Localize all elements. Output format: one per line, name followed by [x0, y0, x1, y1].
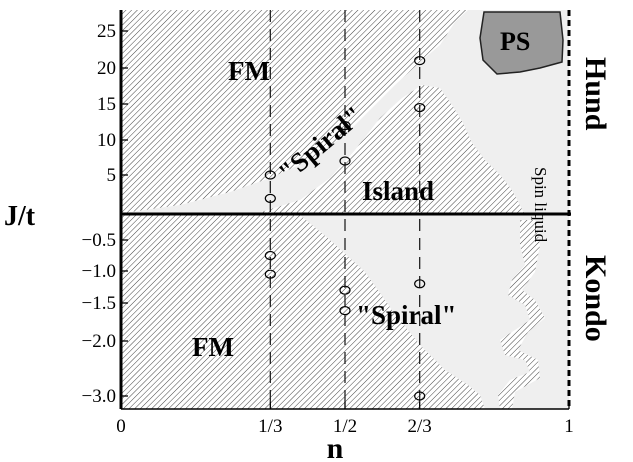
y-tick-label: −3.0: [82, 386, 116, 407]
data-point: [414, 55, 426, 66]
region-label-fm-kondo: FM: [192, 332, 234, 362]
y-tick-label: 20: [97, 58, 116, 79]
upper-spiral-strip: [258, 85, 524, 213]
y-tick-label: −1.5: [82, 293, 116, 314]
side-label-kondo: Kondo: [579, 255, 612, 342]
region-label-spin-liquid: Spin liquid: [531, 167, 550, 243]
data-point: [339, 306, 351, 316]
region-label-ps: PS: [500, 27, 530, 56]
x-tick-label: 0: [116, 416, 126, 437]
data-point: [414, 102, 426, 113]
x-axis-label: n: [327, 432, 344, 462]
data-point: [264, 170, 276, 180]
data-point: [414, 391, 426, 401]
lower-grey-band: [300, 215, 569, 409]
region-label-spiral-kondo: "Spiral": [356, 300, 457, 330]
y-axis-label: J/t: [4, 201, 36, 232]
data-point: [339, 156, 351, 166]
y-tick-label: −2.0: [82, 331, 116, 352]
y-tick-label: −1.0: [82, 261, 116, 282]
y-tick-label: 25: [97, 21, 116, 42]
y-tick-label: 10: [97, 130, 116, 151]
x-tick-label: 1/2: [333, 416, 357, 437]
side-label-hund: Hund: [579, 57, 612, 131]
y-tick-label: −0.5: [82, 230, 116, 251]
data-point: [339, 285, 351, 295]
ps-region: [479, 11, 564, 75]
x-tick-label: 1: [564, 416, 574, 437]
data-point: [264, 269, 276, 279]
data-point: [264, 193, 276, 203]
x-tick-label: 1/3: [258, 416, 282, 437]
y-tick-label: 5: [107, 165, 117, 186]
data-point: [339, 120, 351, 131]
lower-right-grey: [512, 220, 569, 409]
x-tick-label: 2/3: [408, 416, 432, 437]
data-point: [414, 279, 426, 289]
region-label-island: Island: [362, 176, 434, 206]
data-point: [264, 250, 276, 261]
region-label-fm-hund: FM: [228, 56, 270, 86]
y-tick-label: 15: [97, 94, 116, 115]
